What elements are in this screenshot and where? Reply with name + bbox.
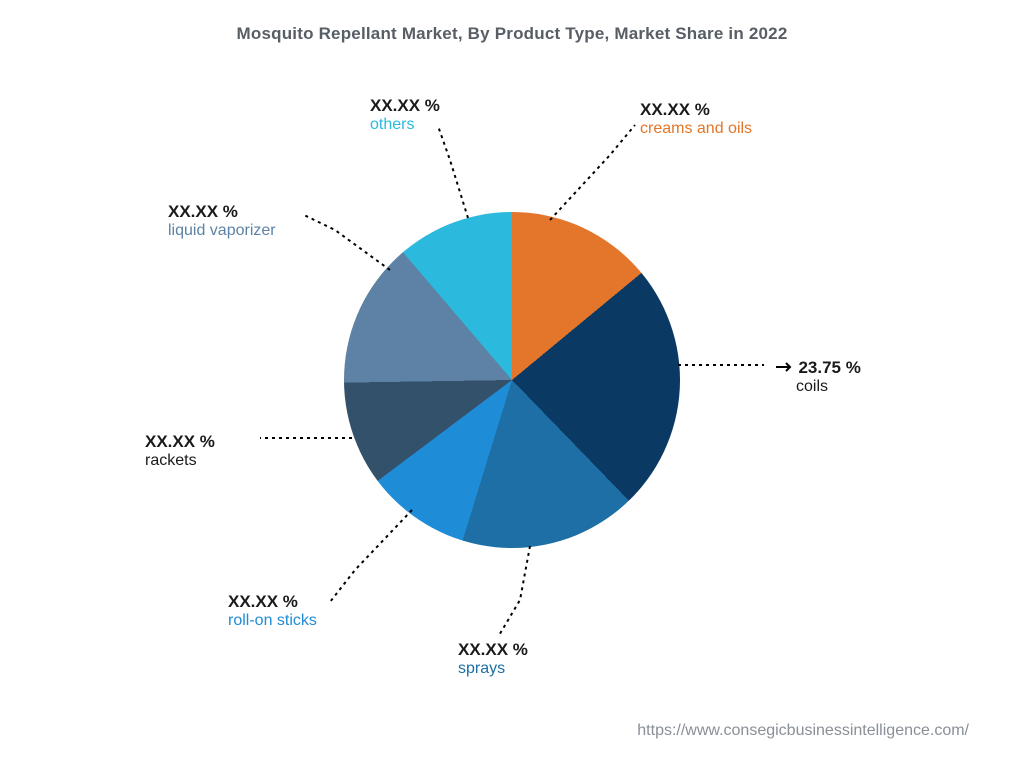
label-others: XX.XX % others [370, 96, 440, 134]
label-text: sprays [458, 660, 528, 678]
label-text: rackets [145, 452, 215, 470]
label-text: liquid vaporizer [168, 222, 276, 240]
label-text: coils [770, 378, 861, 396]
label-creams-and-oils: XX.XX % creams and oils [640, 100, 752, 138]
pie-chart [344, 212, 680, 548]
label-text: others [370, 116, 440, 134]
source-url: https://www.consegicbusinessintelligence… [637, 722, 969, 740]
label-rackets: XX.XX % rackets [145, 432, 215, 470]
label-roll-on-sticks: XX.XX % roll-on sticks [228, 592, 317, 630]
page-title: Mosquito Repellant Market, By Product Ty… [0, 24, 1024, 44]
label-text: creams and oils [640, 120, 752, 138]
label-sprays: XX.XX % sprays [458, 640, 528, 678]
label-liquid-vaporizer: XX.XX % liquid vaporizer [168, 202, 276, 240]
label-text: roll-on sticks [228, 612, 317, 630]
label-coils: 23.75 % coils [770, 358, 861, 396]
arrow-right-icon [776, 360, 794, 378]
